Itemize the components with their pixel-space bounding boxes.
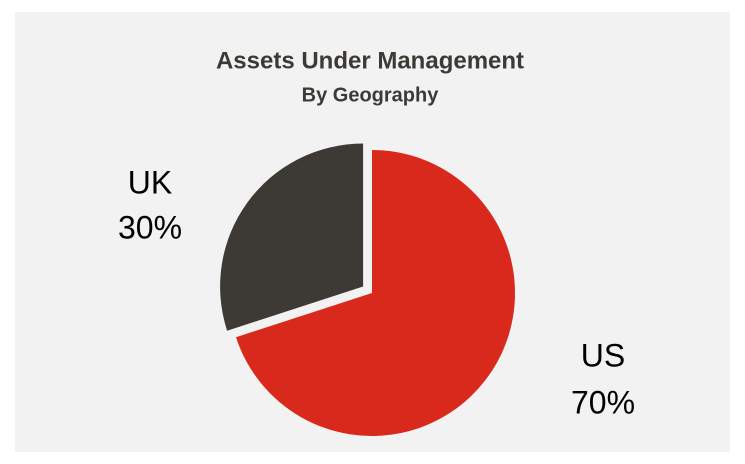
- slice-value-label: 70%: [571, 384, 635, 420]
- pie-slice: [220, 143, 364, 331]
- slice-category-label: UK: [128, 164, 172, 200]
- chart-subtitle: By Geography: [302, 84, 440, 106]
- pie-slice: [235, 150, 516, 437]
- slice-category-label: US: [581, 337, 625, 373]
- chart-title: Assets Under Management: [216, 47, 524, 74]
- slice-value-label: 30%: [118, 209, 182, 245]
